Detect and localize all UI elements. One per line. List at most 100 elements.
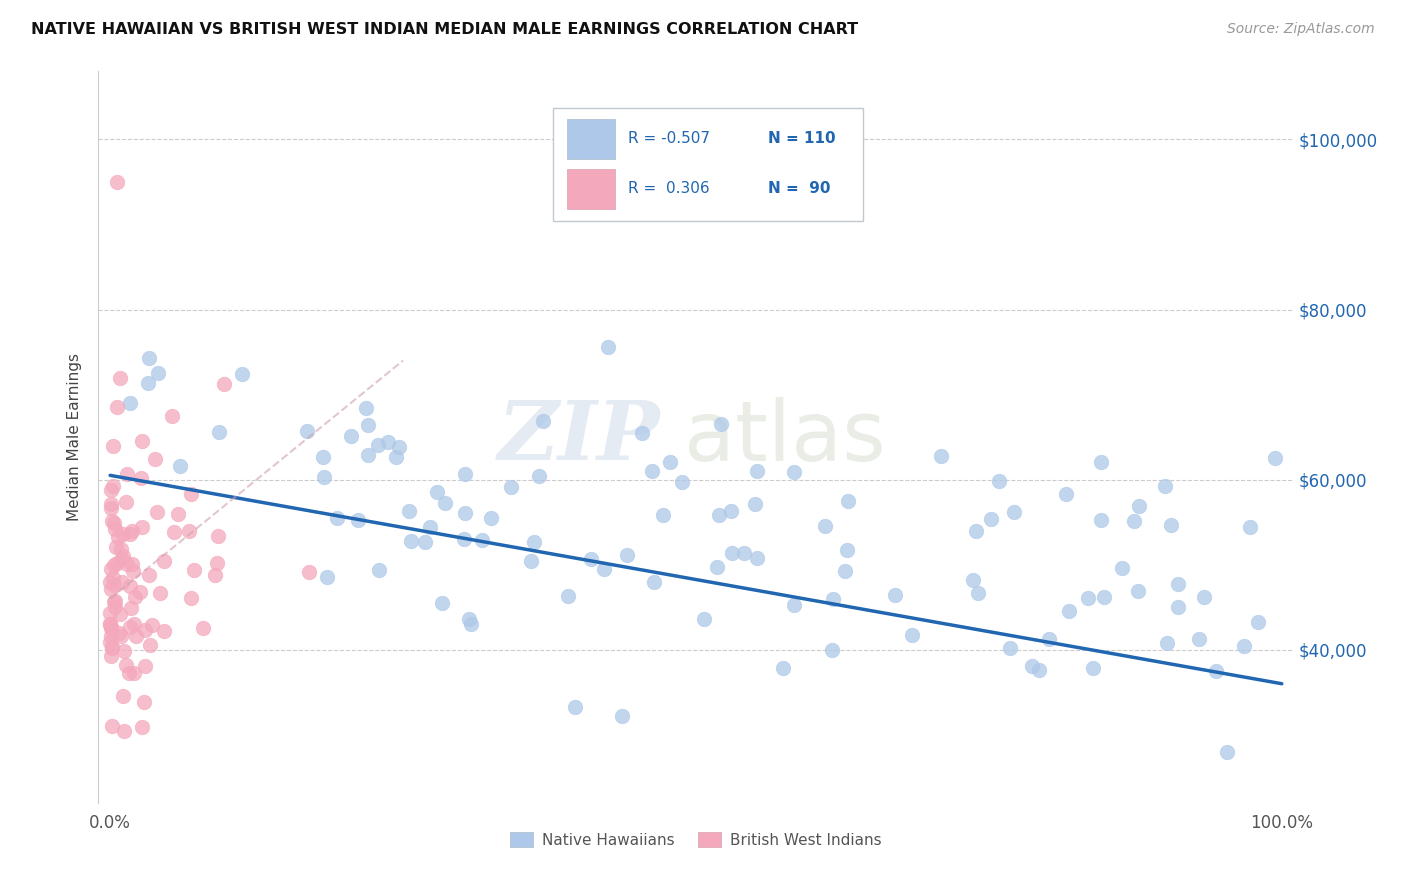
Text: N =  90: N = 90 <box>768 181 830 196</box>
Point <box>152 624 174 639</box>
Point <box>312 450 335 465</box>
Point <box>160 409 183 423</box>
Point <box>108 370 131 384</box>
Point <box>692 612 714 626</box>
Point <box>837 494 859 508</box>
Point <box>104 540 127 554</box>
Point <box>153 553 176 567</box>
Point <box>471 533 494 547</box>
Point <box>1156 636 1178 650</box>
Point <box>340 429 363 443</box>
Point <box>388 440 411 454</box>
Point <box>98 635 121 649</box>
Point <box>354 401 377 415</box>
Point <box>125 629 148 643</box>
Point <box>783 598 806 612</box>
Point <box>772 661 794 675</box>
Point <box>105 556 128 570</box>
FancyBboxPatch shape <box>553 108 863 221</box>
Point <box>823 591 845 606</box>
Point <box>124 665 146 680</box>
Point <box>98 617 121 632</box>
Point <box>747 464 769 478</box>
Point <box>557 589 579 603</box>
Point <box>120 527 142 541</box>
Bar <box>567 119 614 159</box>
Point <box>179 524 201 538</box>
Point <box>138 376 160 390</box>
Point <box>1233 639 1256 653</box>
Point <box>120 601 142 615</box>
Point <box>357 417 380 432</box>
Point <box>1128 583 1150 598</box>
Point <box>110 541 132 556</box>
Point <box>117 665 139 680</box>
Point <box>641 464 664 478</box>
Point <box>1090 455 1112 469</box>
Point <box>114 495 136 509</box>
Point <box>1077 591 1099 605</box>
Point <box>134 659 156 673</box>
Point <box>105 175 128 189</box>
Point <box>1122 514 1144 528</box>
Point <box>101 640 124 654</box>
Point <box>183 563 205 577</box>
Point <box>1247 615 1270 629</box>
Point <box>1188 632 1211 647</box>
Point <box>1192 590 1215 604</box>
Point <box>747 551 769 566</box>
Point <box>98 616 121 631</box>
Point <box>346 513 368 527</box>
Point <box>884 588 907 602</box>
Point <box>212 376 235 391</box>
Point <box>501 480 523 494</box>
Point <box>122 616 145 631</box>
Point <box>368 564 391 578</box>
Point <box>520 554 543 568</box>
Text: ZIP: ZIP <box>498 397 661 477</box>
Point <box>616 548 638 562</box>
Point <box>105 400 128 414</box>
Point <box>103 595 125 609</box>
Point <box>1160 518 1182 533</box>
Point <box>706 560 728 574</box>
Point <box>129 585 152 599</box>
Point <box>721 546 744 560</box>
Point <box>143 451 166 466</box>
Point <box>231 368 253 382</box>
Point <box>834 564 856 578</box>
Point <box>658 455 681 469</box>
Point <box>108 607 131 622</box>
Point <box>138 568 160 582</box>
Point <box>596 340 619 354</box>
Point <box>929 449 952 463</box>
Point <box>191 622 214 636</box>
Point <box>430 596 453 610</box>
Point <box>115 557 138 571</box>
Point <box>100 497 122 511</box>
Point <box>121 564 143 578</box>
Point <box>377 434 399 449</box>
Point <box>460 616 482 631</box>
Point <box>297 565 319 579</box>
Point <box>138 638 160 652</box>
Point <box>149 586 172 600</box>
Point <box>357 448 380 462</box>
Point <box>593 562 616 576</box>
Bar <box>567 169 614 209</box>
Point <box>1167 599 1189 614</box>
Text: R =  0.306: R = 0.306 <box>628 181 710 196</box>
Point <box>413 534 436 549</box>
Point <box>835 542 858 557</box>
Point <box>100 621 122 635</box>
Point <box>111 549 134 563</box>
Point <box>103 558 125 573</box>
Point <box>814 519 837 533</box>
Point <box>1038 632 1060 647</box>
Point <box>111 552 134 566</box>
Point <box>744 497 766 511</box>
Point <box>111 574 134 589</box>
Text: Source: ZipAtlas.com: Source: ZipAtlas.com <box>1227 22 1375 37</box>
Point <box>131 720 153 734</box>
Point <box>112 643 135 657</box>
